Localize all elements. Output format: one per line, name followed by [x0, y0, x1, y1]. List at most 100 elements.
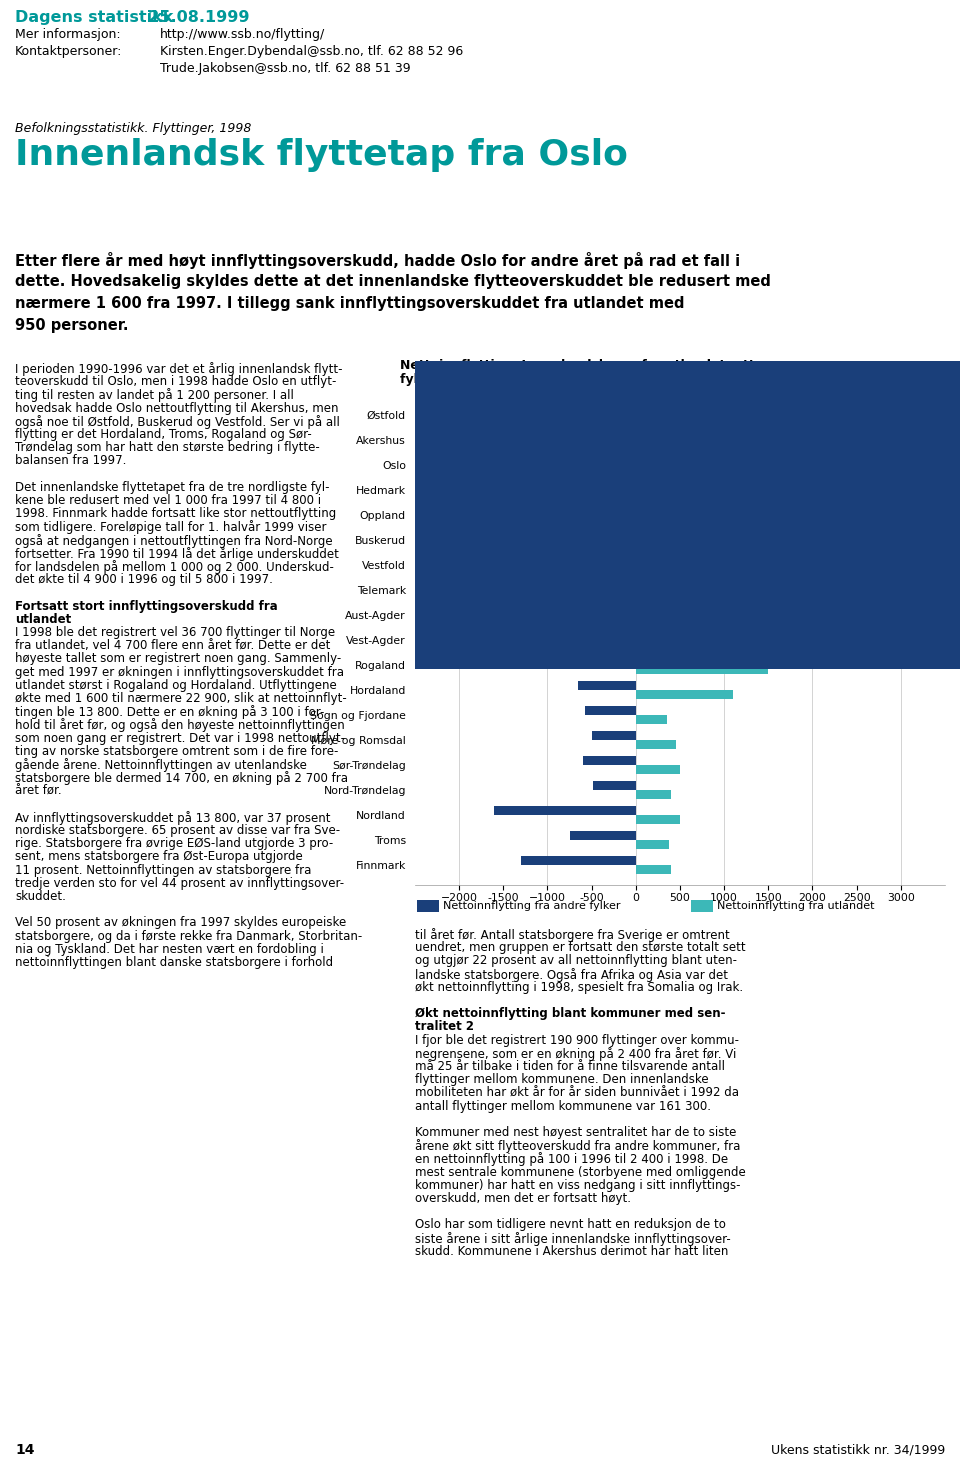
Text: tingen ble 13 800. Dette er en økning på 3 100 i for-: tingen ble 13 800. Dette er en økning på… — [15, 706, 324, 719]
Bar — [636, 689, 733, 698]
Text: og utgjør 22 prosent av all nettoinnflytting blant uten-: og utgjør 22 prosent av all nettoinnflyt… — [415, 954, 737, 967]
Text: Økt nettoinnflytting blant kommuner med sen-: Økt nettoinnflytting blant kommuner med … — [415, 1007, 726, 1020]
Text: 25.08.1999: 25.08.1999 — [137, 10, 250, 25]
Bar — [636, 664, 768, 673]
Text: Nettoinnflytting fra andre fylker: Nettoinnflytting fra andre fylker — [443, 901, 620, 911]
Bar — [636, 639, 658, 648]
Text: I 1998 ble det registrert vel 36 700 flyttinger til Norge: I 1998 ble det registrert vel 36 700 fly… — [15, 626, 335, 639]
Bar — [605, 481, 636, 490]
Bar — [636, 614, 645, 623]
Text: antall flyttinger mellom kommunene var 161 300.: antall flyttinger mellom kommunene var 1… — [415, 1100, 711, 1113]
Text: tredje verden sto for vel 44 prosent av innflyttingsover-: tredje verden sto for vel 44 prosent av … — [15, 876, 344, 889]
Text: nærmere 1 600 fra 1997. I tillegg sank innflyttingsoverskuddet fra utlandet med: nærmere 1 600 fra 1997. I tillegg sank i… — [15, 295, 684, 312]
Bar — [627, 656, 636, 664]
Text: overskudd, men det er fortsatt høyt.: overskudd, men det er fortsatt høyt. — [415, 1192, 631, 1205]
Bar — [591, 731, 636, 739]
Text: som noen gang er registrert. Det var i 1998 nettoutflyt-: som noen gang er registrert. Det var i 1… — [15, 732, 345, 745]
Text: utlandet størst i Rogaland og Hordaland. Utflyttingene: utlandet størst i Rogaland og Hordaland.… — [15, 679, 337, 692]
Bar — [585, 706, 636, 714]
Bar — [636, 490, 654, 498]
Text: dette. Hovedsakelig skyldes dette at det innenlandske flytteoverskuddet ble redu: dette. Hovedsakelig skyldes dette at det… — [15, 273, 771, 290]
Text: rige. Statsborgere fra øvrige EØS-land utgjorde 3 pro-: rige. Statsborgere fra øvrige EØS-land u… — [15, 838, 333, 850]
Bar — [593, 781, 636, 789]
Text: ting til resten av landet på 1 200 personer. I all: ting til resten av landet på 1 200 perso… — [15, 388, 294, 403]
Text: også at nedgangen i nettoutflyttingen fra Nord-Norge: også at nedgangen i nettoutflyttingen fr… — [15, 534, 332, 547]
Text: landske statsborgere. Også fra Afrika og Asia var det: landske statsborgere. Også fra Afrika og… — [415, 967, 728, 982]
Text: siste årene i sitt årlige innenlandske innflyttingsover-: siste årene i sitt årlige innenlandske i… — [415, 1232, 731, 1245]
Text: http://www.ssb.no/flytting/: http://www.ssb.no/flytting/ — [160, 28, 325, 41]
Text: fortsetter. Fra 1990 til 1994 lå det årlige underskuddet: fortsetter. Fra 1990 til 1994 lå det årl… — [15, 547, 339, 560]
Text: for landsdelen på mellom 1 000 og 2 000. Underskud-: for landsdelen på mellom 1 000 og 2 000.… — [15, 560, 334, 573]
Text: Ukens statistikk nr. 34/1999: Ukens statistikk nr. 34/1999 — [771, 1444, 945, 1457]
Bar — [636, 431, 790, 440]
Text: hovedsak hadde Oslo nettoutflytting til Akershus, men: hovedsak hadde Oslo nettoutflytting til … — [15, 401, 339, 415]
Text: flyttinger mellom kommunene. Den innenlandske: flyttinger mellom kommunene. Den innenla… — [415, 1073, 708, 1086]
Text: utlandet: utlandet — [15, 613, 71, 626]
Bar — [636, 406, 790, 415]
Text: Innenlandsk flyttetap fra Oslo: Innenlandsk flyttetap fra Oslo — [15, 138, 628, 172]
Text: det økte til 4 900 i 1996 og til 5 800 i 1997.: det økte til 4 900 i 1996 og til 5 800 i… — [15, 573, 273, 587]
Text: Nettoinnflytting fra utlandet: Nettoinnflytting fra utlandet — [716, 901, 875, 911]
Text: ting av norske statsborgere omtrent som i de fire fore-: ting av norske statsborgere omtrent som … — [15, 745, 338, 759]
Bar — [636, 631, 649, 639]
Text: Trøndelag som har hatt den største bedring i flytte-: Trøndelag som har hatt den største bedri… — [15, 441, 320, 454]
Bar — [636, 581, 645, 589]
Bar — [690, 900, 712, 911]
Text: skudd. Kommunene i Akershus derimot har hatt liten: skudd. Kommunene i Akershus derimot har … — [415, 1245, 729, 1258]
Bar — [636, 415, 658, 423]
Bar — [636, 839, 669, 848]
Text: Kirsten.Enger.Dybendal@ssb.no, tlf. 62 88 52 96: Kirsten.Enger.Dybendal@ssb.no, tlf. 62 8… — [160, 46, 464, 57]
Text: Nettoinnflytting. Innenlandske og fra utlandet, etter: Nettoinnflytting. Innenlandske og fra ut… — [400, 359, 769, 372]
Text: flytting er det Hordaland, Troms, Rogaland og Sør-: flytting er det Hordaland, Troms, Rogala… — [15, 428, 312, 441]
Bar — [636, 564, 654, 573]
Bar — [636, 589, 649, 598]
Bar — [494, 806, 636, 814]
Text: Vel 50 prosent av økningen fra 1997 skyldes europeiske: Vel 50 prosent av økningen fra 1997 skyl… — [15, 916, 347, 929]
Text: Trude.Jakobsen@ssb.no, tlf. 62 88 51 39: Trude.Jakobsen@ssb.no, tlf. 62 88 51 39 — [160, 62, 411, 75]
Text: gående årene. Nettoinnflyttingen av utenlandske: gående årene. Nettoinnflyttingen av uten… — [15, 759, 307, 772]
Bar — [636, 514, 653, 523]
Text: I perioden 1990-1996 var det et årlig innenlandsk flytt-: I perioden 1990-1996 var det et årlig in… — [15, 362, 343, 376]
Bar — [636, 606, 640, 614]
Text: hold til året før, og også den høyeste nettoinnflyttingen: hold til året før, og også den høyeste n… — [15, 719, 345, 732]
Text: årene økt sitt flytteoverskudd fra andre kommuner, fra: årene økt sitt flytteoverskudd fra andre… — [415, 1139, 740, 1152]
Bar — [569, 831, 636, 839]
Bar — [415, 362, 960, 669]
Text: ▲: ▲ — [874, 29, 906, 71]
Text: Oslo har som tidligere nevnt hatt en reduksjon de to: Oslo har som tidligere nevnt hatt en red… — [415, 1219, 726, 1232]
Text: 14: 14 — [15, 1444, 35, 1457]
Bar — [636, 556, 676, 564]
Text: uendret, men gruppen er fortsatt den største totalt sett: uendret, men gruppen er fortsatt den stø… — [415, 941, 746, 954]
Bar — [636, 764, 680, 773]
Text: Dagens statistikk: Dagens statistikk — [15, 10, 174, 25]
Text: kommuner) har hatt en viss nedgang i sitt innflyttings-: kommuner) har hatt en viss nedgang i sit… — [415, 1179, 740, 1192]
Bar — [636, 539, 663, 548]
Bar — [636, 789, 671, 798]
Bar — [583, 756, 636, 764]
Bar — [636, 814, 680, 823]
Text: fra utlandet, vel 4 700 flere enn året før. Dette er det: fra utlandet, vel 4 700 flere enn året f… — [15, 639, 330, 653]
Text: økt nettoinnflytting i 1998, spesielt fra Somalia og Irak.: økt nettoinnflytting i 1998, spesielt fr… — [415, 980, 743, 994]
Text: get med 1997 er økningen i innflyttingsoverskuddet fra: get med 1997 er økningen i innflyttingso… — [15, 666, 344, 679]
Bar — [579, 681, 636, 689]
Text: må 25 år tilbake i tiden for å finne tilsvarende antall: må 25 år tilbake i tiden for å finne til… — [415, 1060, 725, 1073]
Text: mobiliteten har økt år for år siden bunnivået i 1992 da: mobiliteten har økt år for år siden bunn… — [415, 1086, 739, 1100]
Text: nia og Tyskland. Det har nesten vært en fordobling i: nia og Tyskland. Det har nesten vært en … — [15, 942, 324, 956]
Bar — [636, 864, 671, 873]
Bar — [636, 739, 676, 748]
Text: tralitet 2: tralitet 2 — [415, 1020, 474, 1033]
Text: sent, mens statsborgere fra Øst-Europa utgjorde: sent, mens statsborgere fra Øst-Europa u… — [15, 851, 302, 863]
Text: 950 personer.: 950 personer. — [15, 318, 129, 334]
Text: en nettoinnflytting på 100 i 1996 til 2 400 i 1998. De: en nettoinnflytting på 100 i 1996 til 2 … — [415, 1152, 728, 1166]
Bar — [464, 456, 636, 465]
Text: Mer informasjon:: Mer informasjon: — [15, 28, 121, 41]
Text: statsborgere, og da i første rekke fra Danmark, Storbritan-: statsborgere, og da i første rekke fra D… — [15, 929, 362, 942]
Bar — [636, 531, 720, 539]
Text: til året før. Antall statsborgere fra Sverige er omtrent: til året før. Antall statsborgere fra Sv… — [415, 928, 730, 942]
Text: skuddet.: skuddet. — [15, 889, 66, 903]
Text: balansen fra 1997.: balansen fra 1997. — [15, 454, 127, 467]
Bar — [636, 440, 905, 448]
Text: også noe til Østfold, Buskerud og Vestfold. Ser vi på all: også noe til Østfold, Buskerud og Vestfo… — [15, 415, 340, 429]
Text: negrensene, som er en økning på 2 400 fra året før. Vi: negrensene, som er en økning på 2 400 fr… — [415, 1047, 736, 1061]
Text: året før.: året før. — [15, 785, 61, 797]
